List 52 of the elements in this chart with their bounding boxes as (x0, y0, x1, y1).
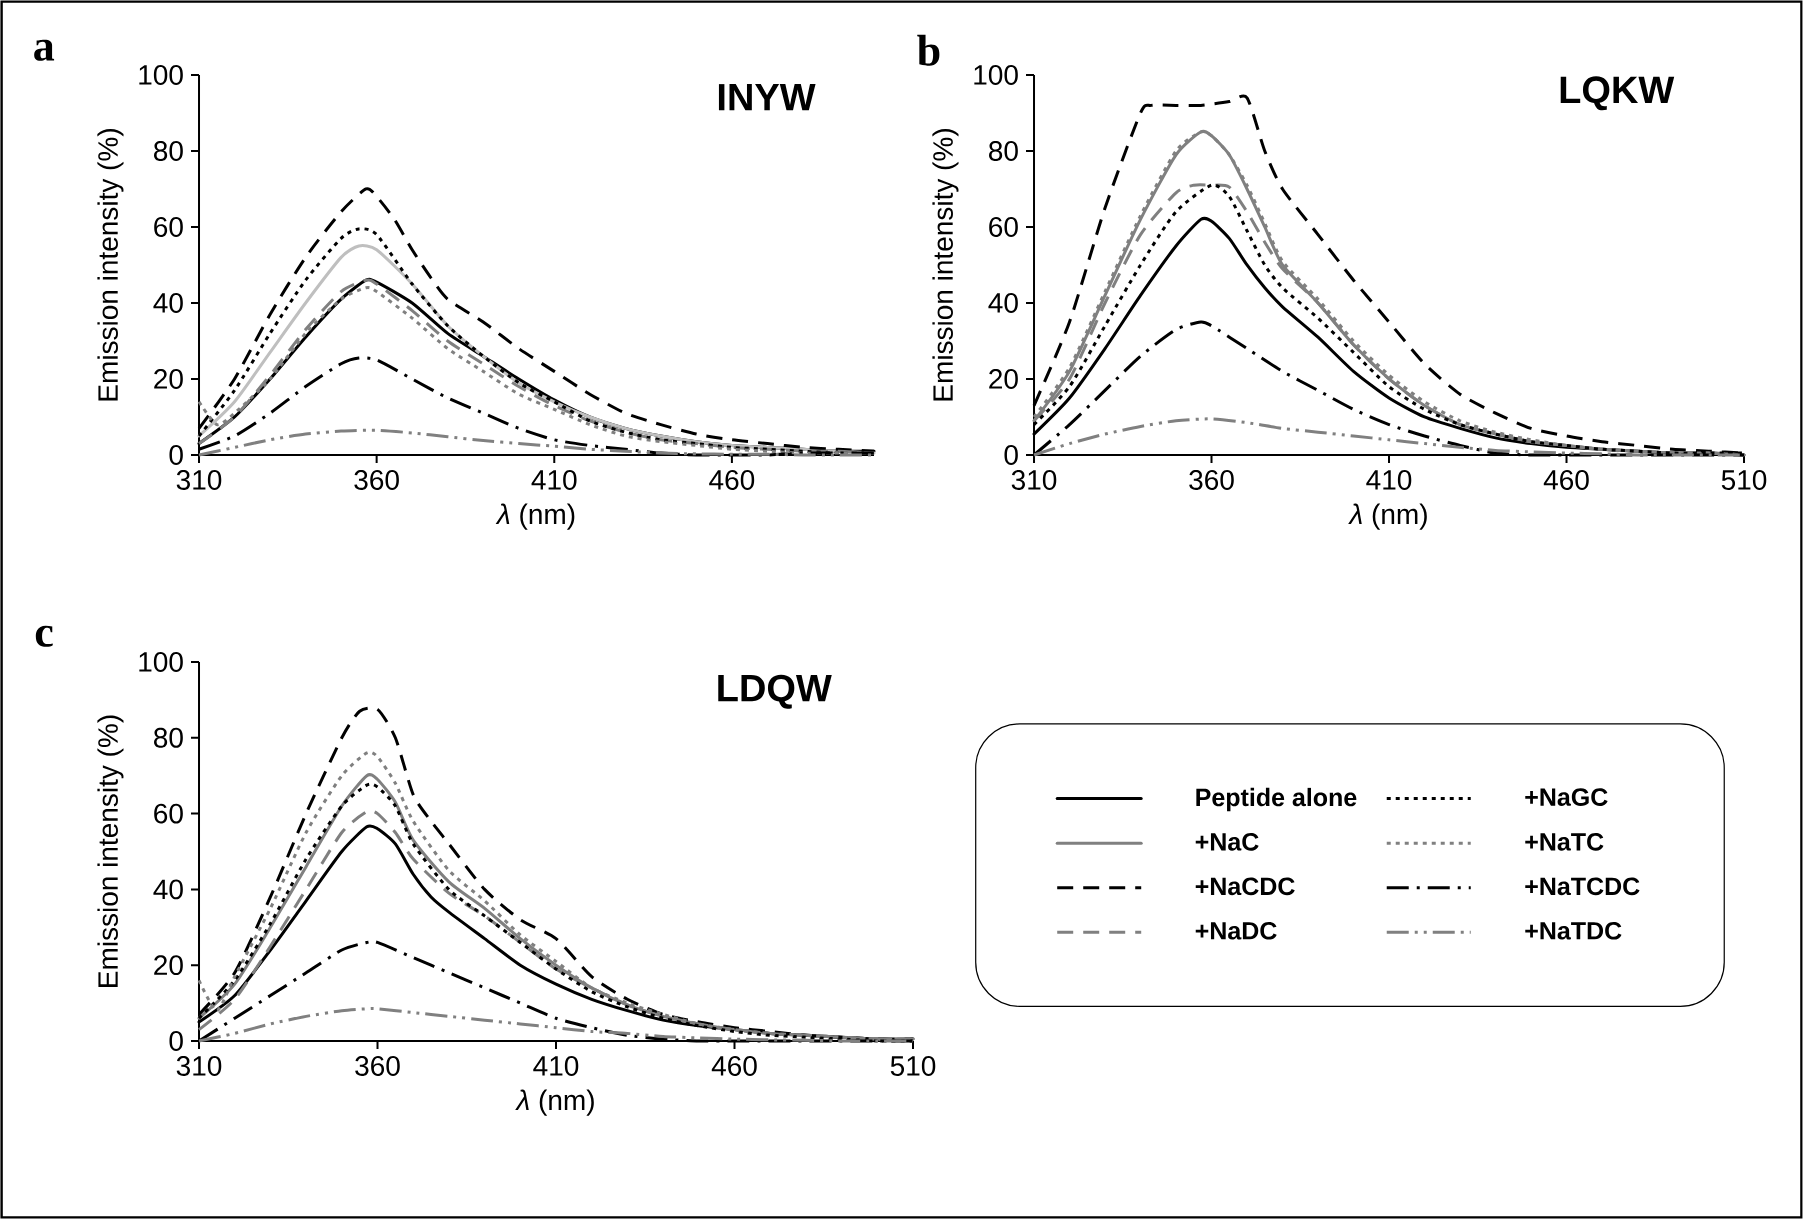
y-tick-label: 20 (154, 955, 183, 976)
x-axis-title: λ (nm) (495, 503, 575, 530)
legend-label: +NaC (1195, 833, 1259, 851)
legend-label: Peptide alone (1196, 787, 1357, 812)
legend-label: +NaTCDC (1525, 877, 1640, 896)
x-tick-label: 360 (1189, 470, 1234, 490)
y-axis-title: Emission intensity (%) (932, 129, 959, 401)
y-tick-label: 40 (988, 293, 1018, 313)
x-tick-label: 410 (533, 1056, 579, 1076)
legend-label: +NaDC (1195, 921, 1277, 940)
y-tick-label: 60 (154, 803, 183, 824)
y-tick-label: 40 (153, 293, 183, 313)
x-tick-label: 410 (1366, 470, 1412, 490)
y-tick-label: 60 (989, 217, 1018, 237)
x-tick-label: 510 (1721, 470, 1767, 490)
y-axis-title: Emission intensity (%) (97, 715, 124, 987)
y-axis-title: Emission intensity (%) (97, 129, 124, 401)
x-tick-label: 460 (711, 1056, 757, 1076)
text: b (917, 34, 940, 66)
y-tick-label: 0 (169, 445, 183, 465)
chart-title: LDQW (718, 674, 832, 709)
x-axis-title: λ (nm) (515, 1089, 594, 1116)
y-tick-label: 0 (1004, 445, 1018, 465)
y-tick-label: 100 (974, 65, 1018, 85)
legend-label: +NaTC (1525, 833, 1604, 851)
y-tick-label: 100 (139, 652, 183, 672)
text: c (35, 625, 53, 647)
y-tick-label: 20 (989, 369, 1018, 389)
y-tick-label: 0 (169, 1031, 183, 1051)
y-tick-label: 60 (154, 217, 183, 237)
legend-label: +NaTDC (1525, 921, 1622, 940)
x-tick-label: 410 (531, 470, 577, 490)
y-tick-label: 40 (153, 879, 183, 900)
y-tick-label: 80 (154, 727, 183, 748)
y-tick-label: 100 (139, 65, 183, 85)
y-tick-label: 80 (989, 141, 1018, 161)
x-tick-label: 510 (890, 1056, 936, 1076)
text: a (34, 39, 55, 61)
x-tick-label: 360 (355, 1056, 400, 1076)
x-tick-label: 310 (176, 1056, 222, 1076)
chart-title: INYW (718, 84, 816, 111)
x-tick-label: 310 (176, 470, 222, 490)
x-tick-label: 310 (1011, 470, 1057, 490)
x-tick-label: 360 (354, 470, 399, 490)
x-tick-label: 460 (709, 470, 755, 490)
legend-label: +NaGC (1525, 788, 1608, 806)
legend-label: +NaCDC (1195, 877, 1295, 896)
x-axis-title: λ (nm) (1348, 503, 1427, 530)
y-tick-label: 20 (154, 369, 183, 389)
chart-title: LQKW (1560, 76, 1675, 111)
x-tick-label: 460 (1543, 470, 1589, 490)
y-tick-label: 80 (154, 141, 183, 161)
